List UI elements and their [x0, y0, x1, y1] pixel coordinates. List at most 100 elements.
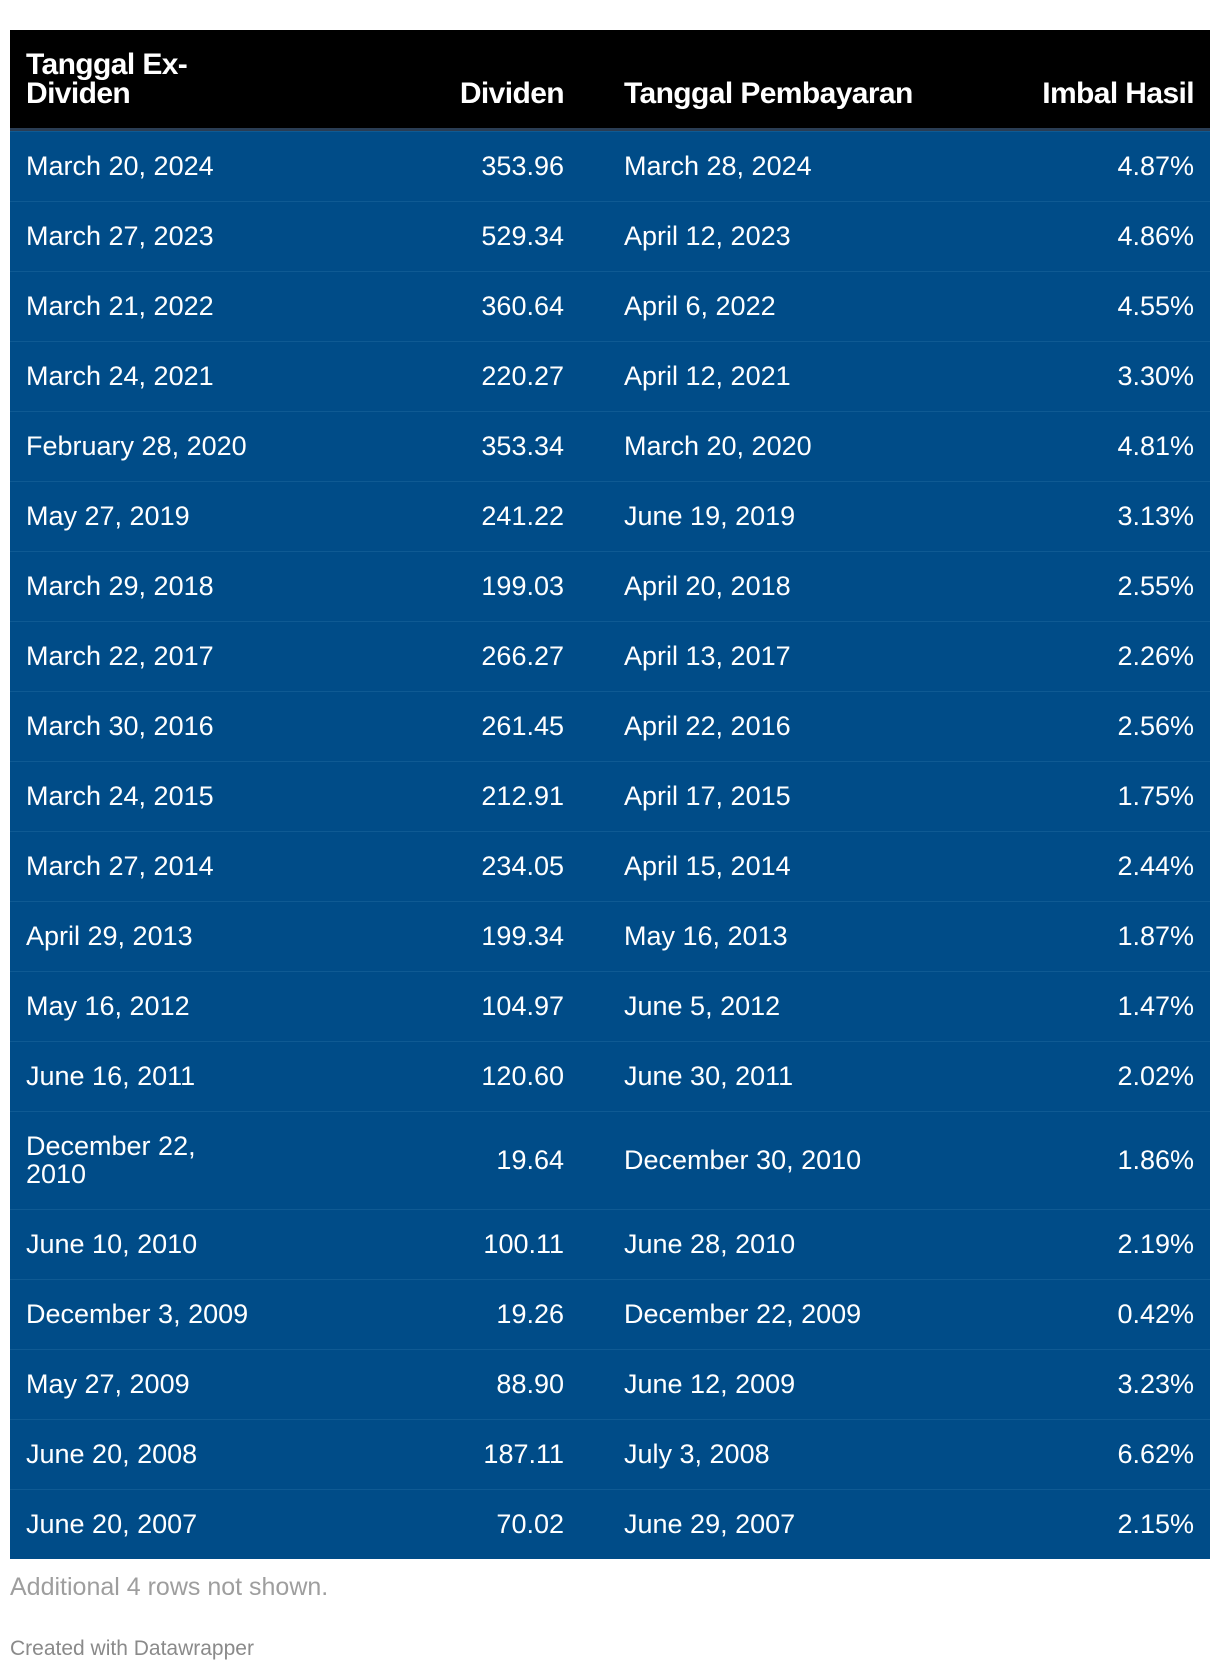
table-row: March 27, 2023 529.34 April 12, 2023 4.86% — [10, 201, 1210, 272]
cell-dividend: 199.03 — [290, 551, 580, 622]
cell-yield: 2.15% — [1117, 1509, 1194, 1540]
cell-dividend: 187.11 — [290, 1419, 580, 1490]
cell-payment-date: July 3, 2008 — [580, 1419, 980, 1490]
cell-dividend: 212.91 — [290, 761, 580, 832]
table-header: Tanggal Ex- Dividen Dividen Tanggal Pemb… — [10, 30, 1210, 128]
table-row: March 30, 2016 261.45 April 22, 2016 2.56% — [10, 691, 1210, 762]
cell-ex-dividend-date: May 16, 2012 — [10, 971, 290, 1042]
cell-ex-dividend-date: March 27, 2014 — [10, 831, 290, 902]
cell-yield: 3.23% — [980, 1349, 1210, 1420]
cell-payment-date: June 5, 2012 — [580, 971, 980, 1042]
cell-dividend: 220.27 — [290, 341, 580, 412]
table-body: March 20, 2024 353.96 March 28, 2024 4.87% M… — [10, 128, 1210, 1559]
cell-payment-date: December 22, 2009 — [580, 1279, 980, 1350]
cell-ex-dividend-date: March 27, 2023 — [10, 201, 290, 272]
cell-dividend: 529.34 — [290, 201, 580, 272]
table-row: December 3, 2009 19.26 December 22, 2009 0.… — [10, 1279, 1210, 1350]
cell-payment-date: April 17, 2015 — [580, 761, 980, 832]
cell-ex-dividend-date: February 28, 2020 — [10, 411, 290, 482]
cell-yield: 1.75% — [980, 761, 1210, 832]
header-payment-date[interactable]: Tanggal Pembayaran — [624, 77, 913, 110]
cell-yield: 2.19% — [980, 1209, 1210, 1280]
table-row: March 29, 2018 199.03 April 20, 2018 2.55% — [10, 551, 1210, 622]
header-separator — [10, 128, 1210, 132]
cell-payment-date: December 30, 2010 — [580, 1111, 980, 1210]
header-ex-dividend-date[interactable]: Tanggal Ex- Dividen — [26, 48, 188, 110]
header-row: Tanggal Ex- Dividen Dividen Tanggal Pemb… — [10, 30, 1210, 128]
cell-yield: 1.86% — [980, 1111, 1210, 1210]
cell-dividend: 70.02 — [496, 1509, 564, 1540]
cell-dividend: 100.11 — [290, 1209, 580, 1280]
cell-ex-dividend-date: March 29, 2018 — [10, 551, 290, 622]
cell-dividend: 234.05 — [290, 831, 580, 902]
cell-yield: 1.87% — [980, 901, 1210, 972]
cell-dividend: 120.60 — [290, 1041, 580, 1112]
cell-dividend: 353.34 — [290, 411, 580, 482]
table-row: May 27, 2019 241.22 June 19, 2019 3.13% — [10, 481, 1210, 552]
cell-ex-dividend-date: December 3, 2009 — [10, 1279, 290, 1350]
dividend-table: Tanggal Ex- Dividen Dividen Tanggal Pemb… — [10, 30, 1210, 1559]
cell-payment-date: March 20, 2020 — [580, 411, 980, 482]
table-row: May 27, 2009 88.90 June 12, 2009 3.23% — [10, 1349, 1210, 1420]
cell-payment-date: June 30, 2011 — [580, 1041, 980, 1112]
table-row: February 28, 2020 353.34 March 20, 2020 4.8… — [10, 411, 1210, 482]
cell-ex-dividend-date: June 20, 2007 — [26, 1509, 198, 1540]
cell-yield: 3.13% — [980, 481, 1210, 552]
cell-ex-dividend-date: March 30, 2016 — [10, 691, 290, 762]
table-row: March 20, 2024 353.96 March 28, 2024 4.87% — [10, 131, 1210, 202]
cell-ex-dividend-date: March 24, 2015 — [10, 761, 290, 832]
cell-payment-date: June 29, 2007 — [624, 1509, 796, 1540]
cell-payment-date: April 20, 2018 — [580, 551, 980, 622]
cell-ex-dividend-date: June 20, 2008 — [10, 1419, 290, 1490]
cell-ex-dividend-date: May 27, 2009 — [10, 1349, 290, 1420]
table-row: March 27, 2014 234.05 April 15, 2014 2.44% — [10, 831, 1210, 902]
cell-payment-date: April 6, 2022 — [580, 271, 980, 342]
header-yield[interactable]: Imbal Hasil — [1042, 77, 1194, 110]
cell-yield: 4.86% — [980, 201, 1210, 272]
table-row: June 20, 2008 187.11 July 3, 2008 6.62% — [10, 1419, 1210, 1490]
cell-dividend: 19.26 — [290, 1279, 580, 1350]
cell-yield: 6.62% — [980, 1419, 1210, 1490]
cell-yield: 4.55% — [980, 271, 1210, 342]
cell-yield: 4.81% — [980, 411, 1210, 482]
datawrapper-credit: Created with Datawrapper — [10, 1637, 254, 1660]
table-row: June 16, 2011 120.60 June 30, 2011 2.02% — [10, 1041, 1210, 1112]
cell-payment-date: June 28, 2010 — [580, 1209, 980, 1280]
table-row: June 10, 2010 100.11 June 28, 2010 2.19% — [10, 1209, 1210, 1280]
cell-ex-dividend-date: March 20, 2024 — [10, 131, 290, 202]
table-row: December 22, 2010 19.64 December 30, 2010 1… — [10, 1111, 1210, 1210]
cell-yield: 0.42% — [980, 1279, 1210, 1350]
cell-yield: 1.47% — [980, 971, 1210, 1042]
cell-dividend: 199.34 — [290, 901, 580, 972]
cell-dividend: 19.64 — [290, 1111, 580, 1210]
cell-ex-dividend-date: December 22, 2010 — [10, 1111, 290, 1210]
cell-payment-date: June 12, 2009 — [580, 1349, 980, 1420]
cell-ex-dividend-date: March 24, 2021 — [10, 341, 290, 412]
cell-yield: 2.55% — [980, 551, 1210, 622]
cell-yield: 2.02% — [980, 1041, 1210, 1112]
cell-ex-dividend-date: March 22, 2017 — [10, 621, 290, 692]
cell-payment-date: April 12, 2023 — [580, 201, 980, 272]
header-dividend[interactable]: Dividen — [459, 77, 565, 110]
header-separator-cell — [10, 128, 1210, 132]
cell-ex-dividend-date: June 16, 2011 — [10, 1041, 290, 1112]
table-row: March 24, 2015 212.91 April 17, 2015 1.75% — [10, 761, 1210, 832]
rows-not-shown-note: Additional 4 rows not shown. — [10, 1573, 329, 1601]
table-row: March 22, 2017 266.27 April 13, 2017 2.26% — [10, 621, 1210, 692]
cell-payment-date: June 19, 2019 — [580, 481, 980, 552]
table-row: May 16, 2012 104.97 June 5, 2012 1.47% — [10, 971, 1210, 1042]
cell-payment-date: April 13, 2017 — [580, 621, 980, 692]
cell-payment-date: March 28, 2024 — [580, 131, 980, 202]
cell-yield: 2.26% — [980, 621, 1210, 692]
cell-payment-date: April 12, 2021 — [580, 341, 980, 412]
cell-yield: 2.44% — [980, 831, 1210, 902]
cell-dividend: 353.96 — [290, 131, 580, 202]
table-row: April 29, 2013 199.34 May 16, 2013 1.87% — [10, 901, 1210, 972]
cell-dividend: 88.90 — [290, 1349, 580, 1420]
cell-dividend: 241.22 — [290, 481, 580, 552]
cell-payment-date: April 15, 2014 — [580, 831, 980, 902]
cell-dividend: 266.27 — [290, 621, 580, 692]
cell-yield: 2.56% — [980, 691, 1210, 762]
cell-ex-dividend-date: April 29, 2013 — [10, 901, 290, 972]
cell-yield: 4.87% — [980, 131, 1210, 202]
